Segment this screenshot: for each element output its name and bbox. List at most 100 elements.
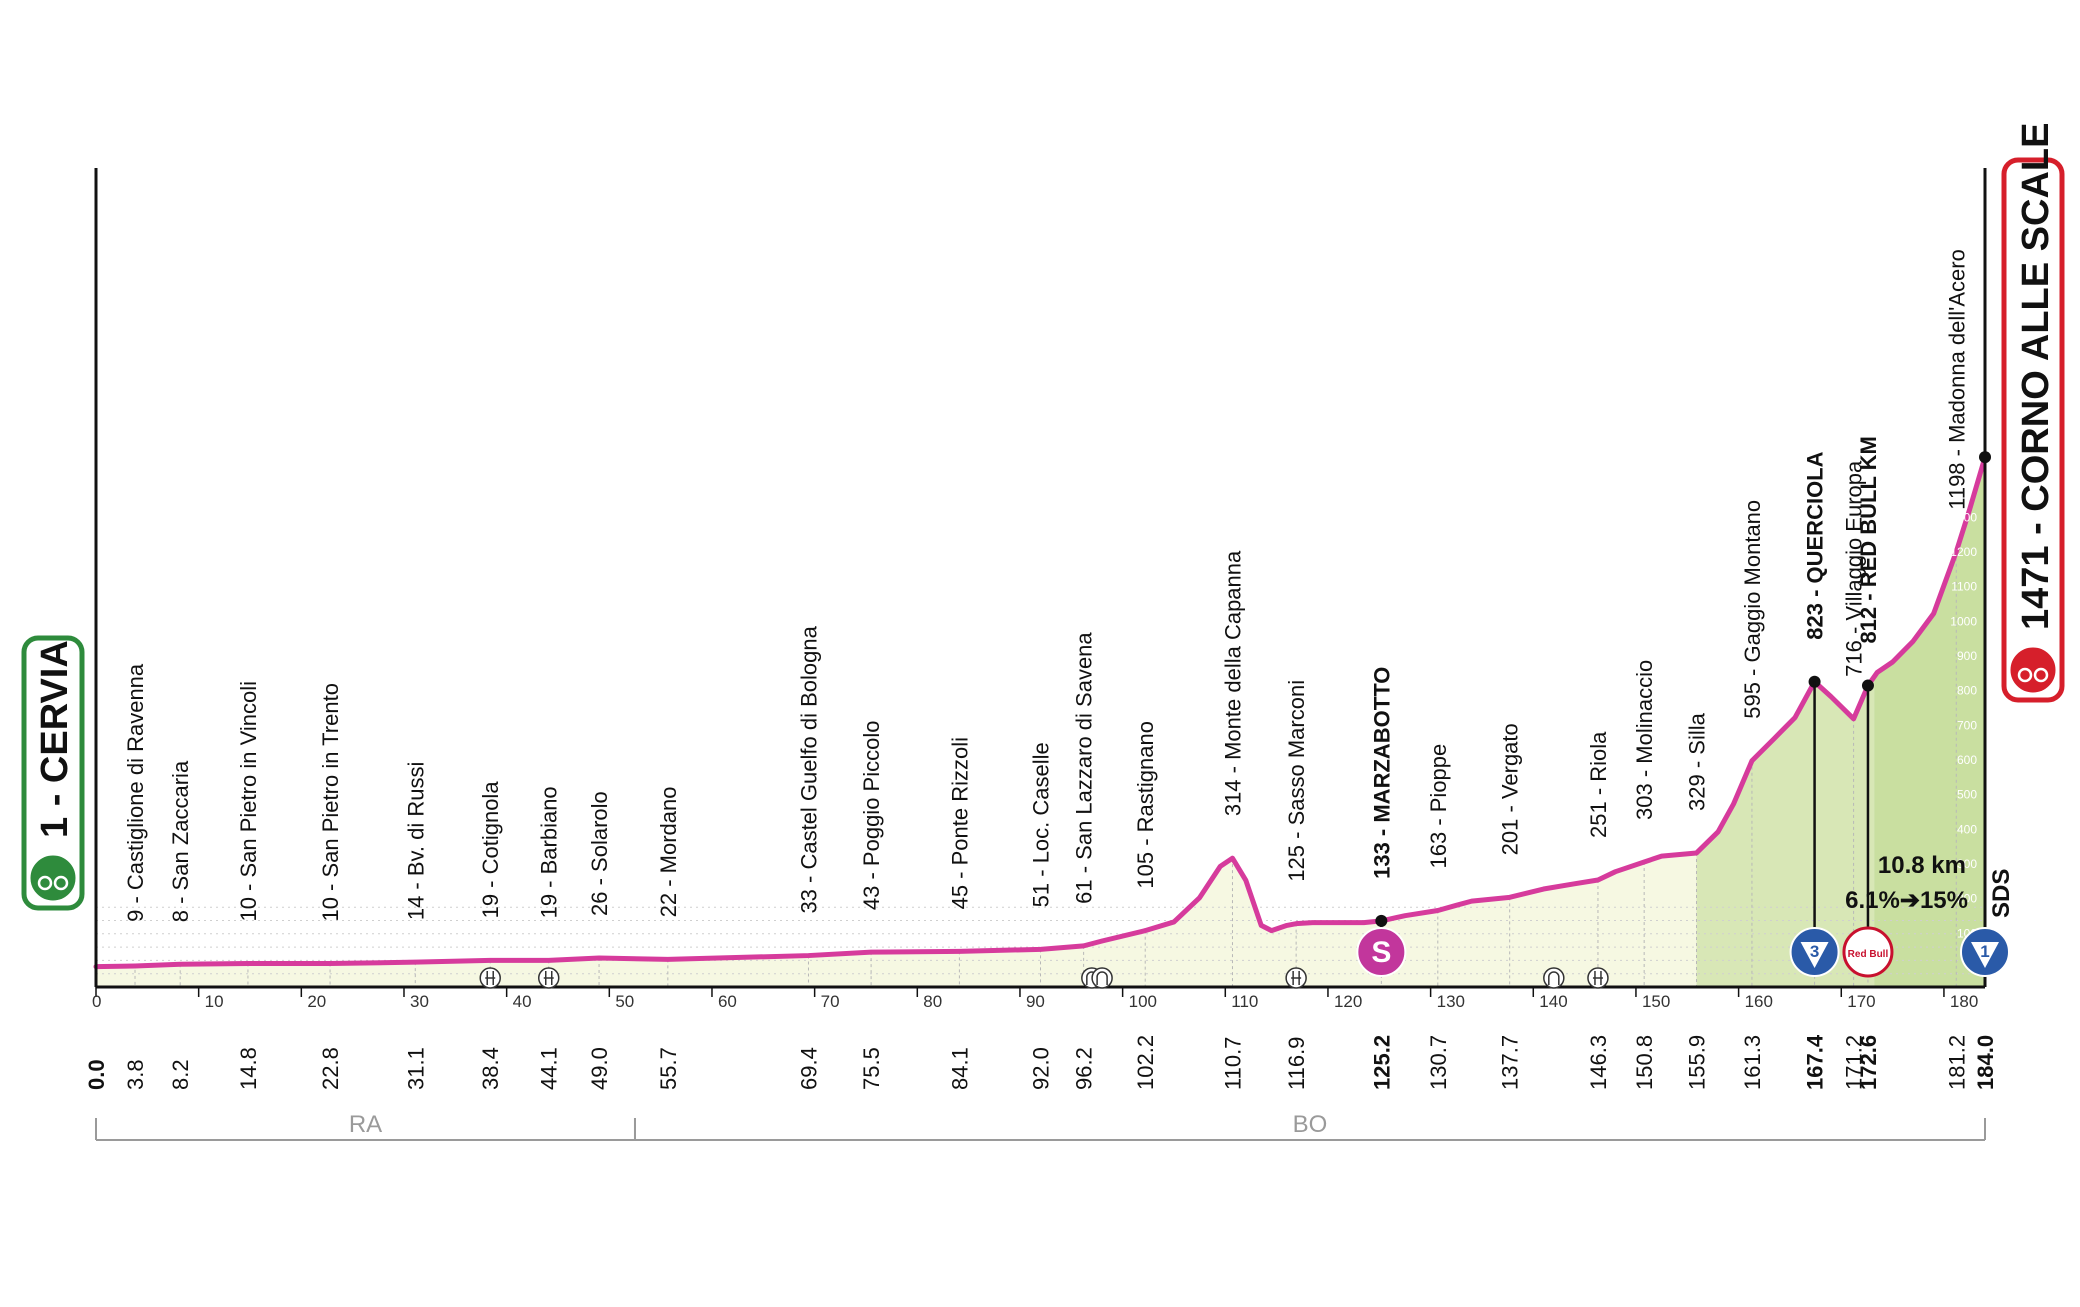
waypoint-label: 595 - Gaggio Montano [1740, 500, 1765, 719]
markers-layer: S 3 Red Bull 1 10.8 km 6.1%➔15% SDS [479, 451, 2015, 989]
profile-line-layer [93, 454, 1988, 970]
profile-line [93, 454, 1988, 970]
waypoint-label: 9 - Castiglione di Ravenna [123, 663, 148, 922]
x-tick-label: 50 [615, 992, 634, 1011]
waypoint-label: 19 - Cotignola [478, 781, 503, 919]
elevation-tick-label: 200 [1957, 892, 1977, 906]
x-tick-label: 180 [1950, 992, 1978, 1011]
elevation-tick-label: 700 [1957, 718, 1977, 732]
km-label: 172.6 [1856, 1035, 1881, 1090]
km-label: 181.2 [1944, 1035, 1969, 1090]
x-tick-label: 70 [821, 992, 840, 1011]
x-tick-label: 80 [923, 992, 942, 1011]
km-label: 110.7 [1220, 1037, 1245, 1090]
x-tick-label: 60 [718, 992, 737, 1011]
x-tick-label: 150 [1642, 992, 1670, 1011]
km-label: 102.2 [1133, 1035, 1158, 1090]
km-label: 137.7 [1498, 1035, 1523, 1090]
km-label: 161.3 [1740, 1035, 1765, 1090]
elevation-tick-label: 1200 [1950, 545, 1977, 559]
x-tick-label: 10 [205, 992, 224, 1011]
km-label: 55.7 [656, 1047, 681, 1090]
waypoint-label: 33 - Castel Guelfo di Bologna [796, 625, 821, 913]
km-label: 125.2 [1369, 1035, 1394, 1090]
climb-gradient-note: 6.1%➔15% [1845, 887, 1968, 914]
tunnel-icon [1543, 967, 1565, 989]
x-tick-label: 110 [1231, 992, 1258, 1011]
sds-label: SDS [1988, 869, 2015, 918]
km-label: 3.8 [123, 1059, 148, 1090]
elevation-tick-label: 900 [1957, 649, 1977, 663]
bicycle-icon [37, 875, 53, 891]
waypoint-label: 14 - Bv. di Russi [403, 762, 428, 921]
km-label: 0.0 [84, 1059, 109, 1090]
start-badge-label: 1 - CERVIA [34, 640, 76, 838]
red-bull-km-label: Red Bull [1848, 949, 1889, 960]
profile-area-climb [1696, 676, 1875, 987]
elevation-tick-label: 1300 [1950, 510, 1977, 524]
start-badge [21, 635, 85, 911]
x-tick-label: 140 [1539, 992, 1567, 1011]
waypoint-label: 61 - San Lazzaro di Savena [1072, 632, 1097, 904]
x-tick-label: 0 [92, 992, 101, 1011]
bicycle-icon [2033, 667, 2049, 683]
km-label: 150.8 [1632, 1035, 1657, 1090]
km-label: 184.0 [1973, 1035, 1998, 1090]
waypoint-label: 10 - San Pietro in Trento [318, 683, 343, 921]
finish-badge [2001, 157, 2065, 703]
x-tick-label: 90 [1026, 992, 1045, 1011]
km-label: 92.0 [1029, 1047, 1054, 1090]
elevation-tick-label: 600 [1957, 753, 1977, 767]
elevation-tick-label: 1100 [1951, 580, 1977, 594]
km-label: 167.4 [1803, 1034, 1828, 1090]
climb-length-note: 10.8 km [1878, 852, 1966, 879]
waypoint-label: 201 - Vergato [1498, 723, 1523, 855]
waypoint-label: 10 - San Pietro in Vincoli [236, 681, 261, 922]
tunnel-icon [1096, 971, 1108, 985]
red-bull-km-marker [1842, 926, 1894, 978]
climb-triangle-icon [1971, 942, 1999, 968]
km-label: 171.2 [1842, 1035, 1867, 1090]
climb-triangle-icon [1800, 942, 1829, 968]
km-label: 69.4 [796, 1047, 821, 1090]
bicycle-icon [2017, 667, 2033, 683]
profile-area-final-climb [1874, 457, 1985, 988]
waypoint-label: 26 - Solarolo [587, 791, 612, 916]
climb-cat-3-label: 3 [1810, 942, 1819, 961]
bicycle-icon [27, 852, 79, 904]
profile-fill-layer [96, 457, 1985, 988]
km-label: 14.8 [236, 1047, 261, 1090]
province-label: BO [1293, 1111, 1328, 1138]
waypoint-label: 22 - Mordano [656, 787, 681, 918]
waypoint-label: 43 - Poggio Piccolo [859, 721, 884, 911]
waypoint-label: 1198 - Madonna dell'Acero [1944, 249, 1969, 510]
waypoint-labels-layer: 0.0 3.8 9 - Castiglione di Ravenna 8.2 8 - S… [84, 249, 1998, 1090]
x-tick-label: 30 [410, 992, 429, 1011]
province-label: RA [349, 1111, 382, 1138]
bicycle-icon [53, 875, 69, 891]
waypoint-label: 812 - RED BULL KM [1856, 436, 1881, 643]
km-label: 8.2 [168, 1059, 193, 1090]
km-label: 130.7 [1426, 1035, 1451, 1090]
axis-layer: 0 10 20 30 40 50 60 70 80 90 100 110 120 130 140 150 160… [92, 168, 1987, 1011]
waypoint-label: 329 - Silla [1685, 712, 1710, 811]
km-label: 49.0 [587, 1047, 612, 1090]
waypoint-label: 8 - San Zaccaria [168, 760, 193, 922]
elevation-tick-label: 800 [1957, 684, 1977, 698]
waypoint-label: 133 - MARZABOTTO [1369, 667, 1394, 879]
x-tick-label: 130 [1437, 992, 1465, 1011]
tunnel-icon [1548, 971, 1560, 985]
waypoint-label: 251 - Riola [1586, 731, 1611, 838]
waypoint-label: 19 - Barbiano [537, 786, 562, 918]
waypoint-label: 51 - Loc. Caselle [1029, 742, 1054, 907]
x-tick-label: 20 [307, 992, 326, 1011]
km-label: 146.3 [1586, 1035, 1611, 1090]
x-tick-label: 100 [1129, 992, 1157, 1011]
elevation-tick-label: 1000 [1950, 614, 1977, 628]
waypoint-label: 303 - Molinaccio [1632, 660, 1657, 820]
km-label: 38.4 [478, 1047, 503, 1090]
profile-area-flat [96, 852, 1697, 987]
waypoint-label: 314 - Monte della Capanna [1220, 550, 1245, 816]
